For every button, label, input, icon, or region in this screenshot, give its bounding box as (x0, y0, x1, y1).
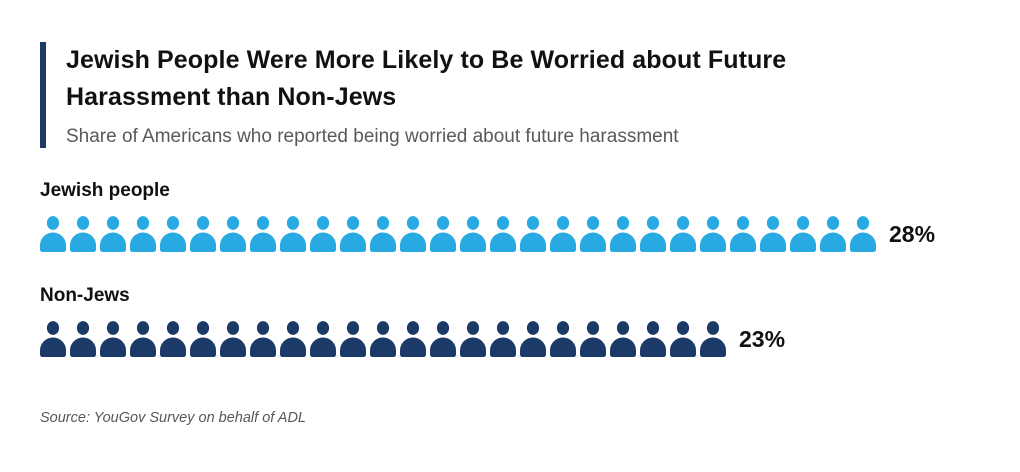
person-icon (490, 216, 516, 252)
pictogram-rows: Jewish people 28% Non-Jews 23% (40, 180, 980, 357)
person-icon (250, 321, 276, 357)
person-icon (580, 216, 606, 252)
person-icon (430, 321, 456, 357)
person-icon (280, 321, 306, 357)
person-icon (340, 321, 366, 357)
source-note: Source: YouGov Survey on behalf of ADL (40, 410, 306, 426)
person-icon (670, 321, 696, 357)
person-icon (640, 321, 666, 357)
icon-row: 28% (40, 216, 980, 252)
person-icon (190, 216, 216, 252)
person-icon (70, 216, 96, 252)
category-label: Jewish people (40, 180, 170, 201)
person-icon (550, 216, 576, 252)
chart-subtitle: Share of Americans who reported being wo… (66, 126, 679, 147)
person-icon (190, 321, 216, 357)
person-icon (520, 321, 546, 357)
person-icon (310, 216, 336, 252)
icon-row: 23% (40, 321, 980, 357)
value-label: 28% (889, 220, 936, 247)
person-icon (670, 216, 696, 252)
person-icon (340, 216, 366, 252)
person-icon (40, 321, 66, 357)
person-icon (730, 216, 756, 252)
person-icon (760, 216, 786, 252)
person-icon (430, 216, 456, 252)
person-icon (310, 321, 336, 357)
person-icon (400, 321, 426, 357)
person-icon (550, 321, 576, 357)
person-icon (250, 216, 276, 252)
title-accent-bar (40, 42, 46, 148)
person-icon (370, 321, 396, 357)
person-icon (160, 321, 186, 357)
person-icon (610, 216, 636, 252)
person-icon (700, 216, 726, 252)
person-icon (70, 321, 96, 357)
person-icon (100, 321, 126, 357)
person-icon (280, 216, 306, 252)
chart-header: Jewish People Were More Likely to Be Wor… (40, 42, 980, 148)
person-icon (460, 321, 486, 357)
person-icon (850, 216, 876, 252)
person-icon (130, 216, 156, 252)
person-icon (460, 216, 486, 252)
person-icon (40, 216, 66, 252)
person-icon (220, 216, 246, 252)
person-icon (100, 216, 126, 252)
person-icon (400, 216, 426, 252)
person-icon (700, 321, 726, 357)
person-icon (160, 216, 186, 252)
person-icon (820, 216, 846, 252)
category-label: Non-Jews (40, 285, 130, 306)
person-icon (520, 216, 546, 252)
chart-title: Jewish People Were More Likely to Be Wor… (66, 46, 787, 111)
pictogram-section-2: Non-Jews 23% (40, 285, 980, 357)
person-icon (490, 321, 516, 357)
value-label: 23% (739, 325, 786, 352)
person-icon (640, 216, 666, 252)
person-icon (370, 216, 396, 252)
person-icon (130, 321, 156, 357)
person-icon (580, 321, 606, 357)
person-icon (220, 321, 246, 357)
pictogram-section-1: Jewish people 28% (40, 180, 980, 252)
person-icon (610, 321, 636, 357)
header-text: Jewish People Were More Likely to Be Wor… (66, 42, 936, 148)
person-icon (790, 216, 816, 252)
